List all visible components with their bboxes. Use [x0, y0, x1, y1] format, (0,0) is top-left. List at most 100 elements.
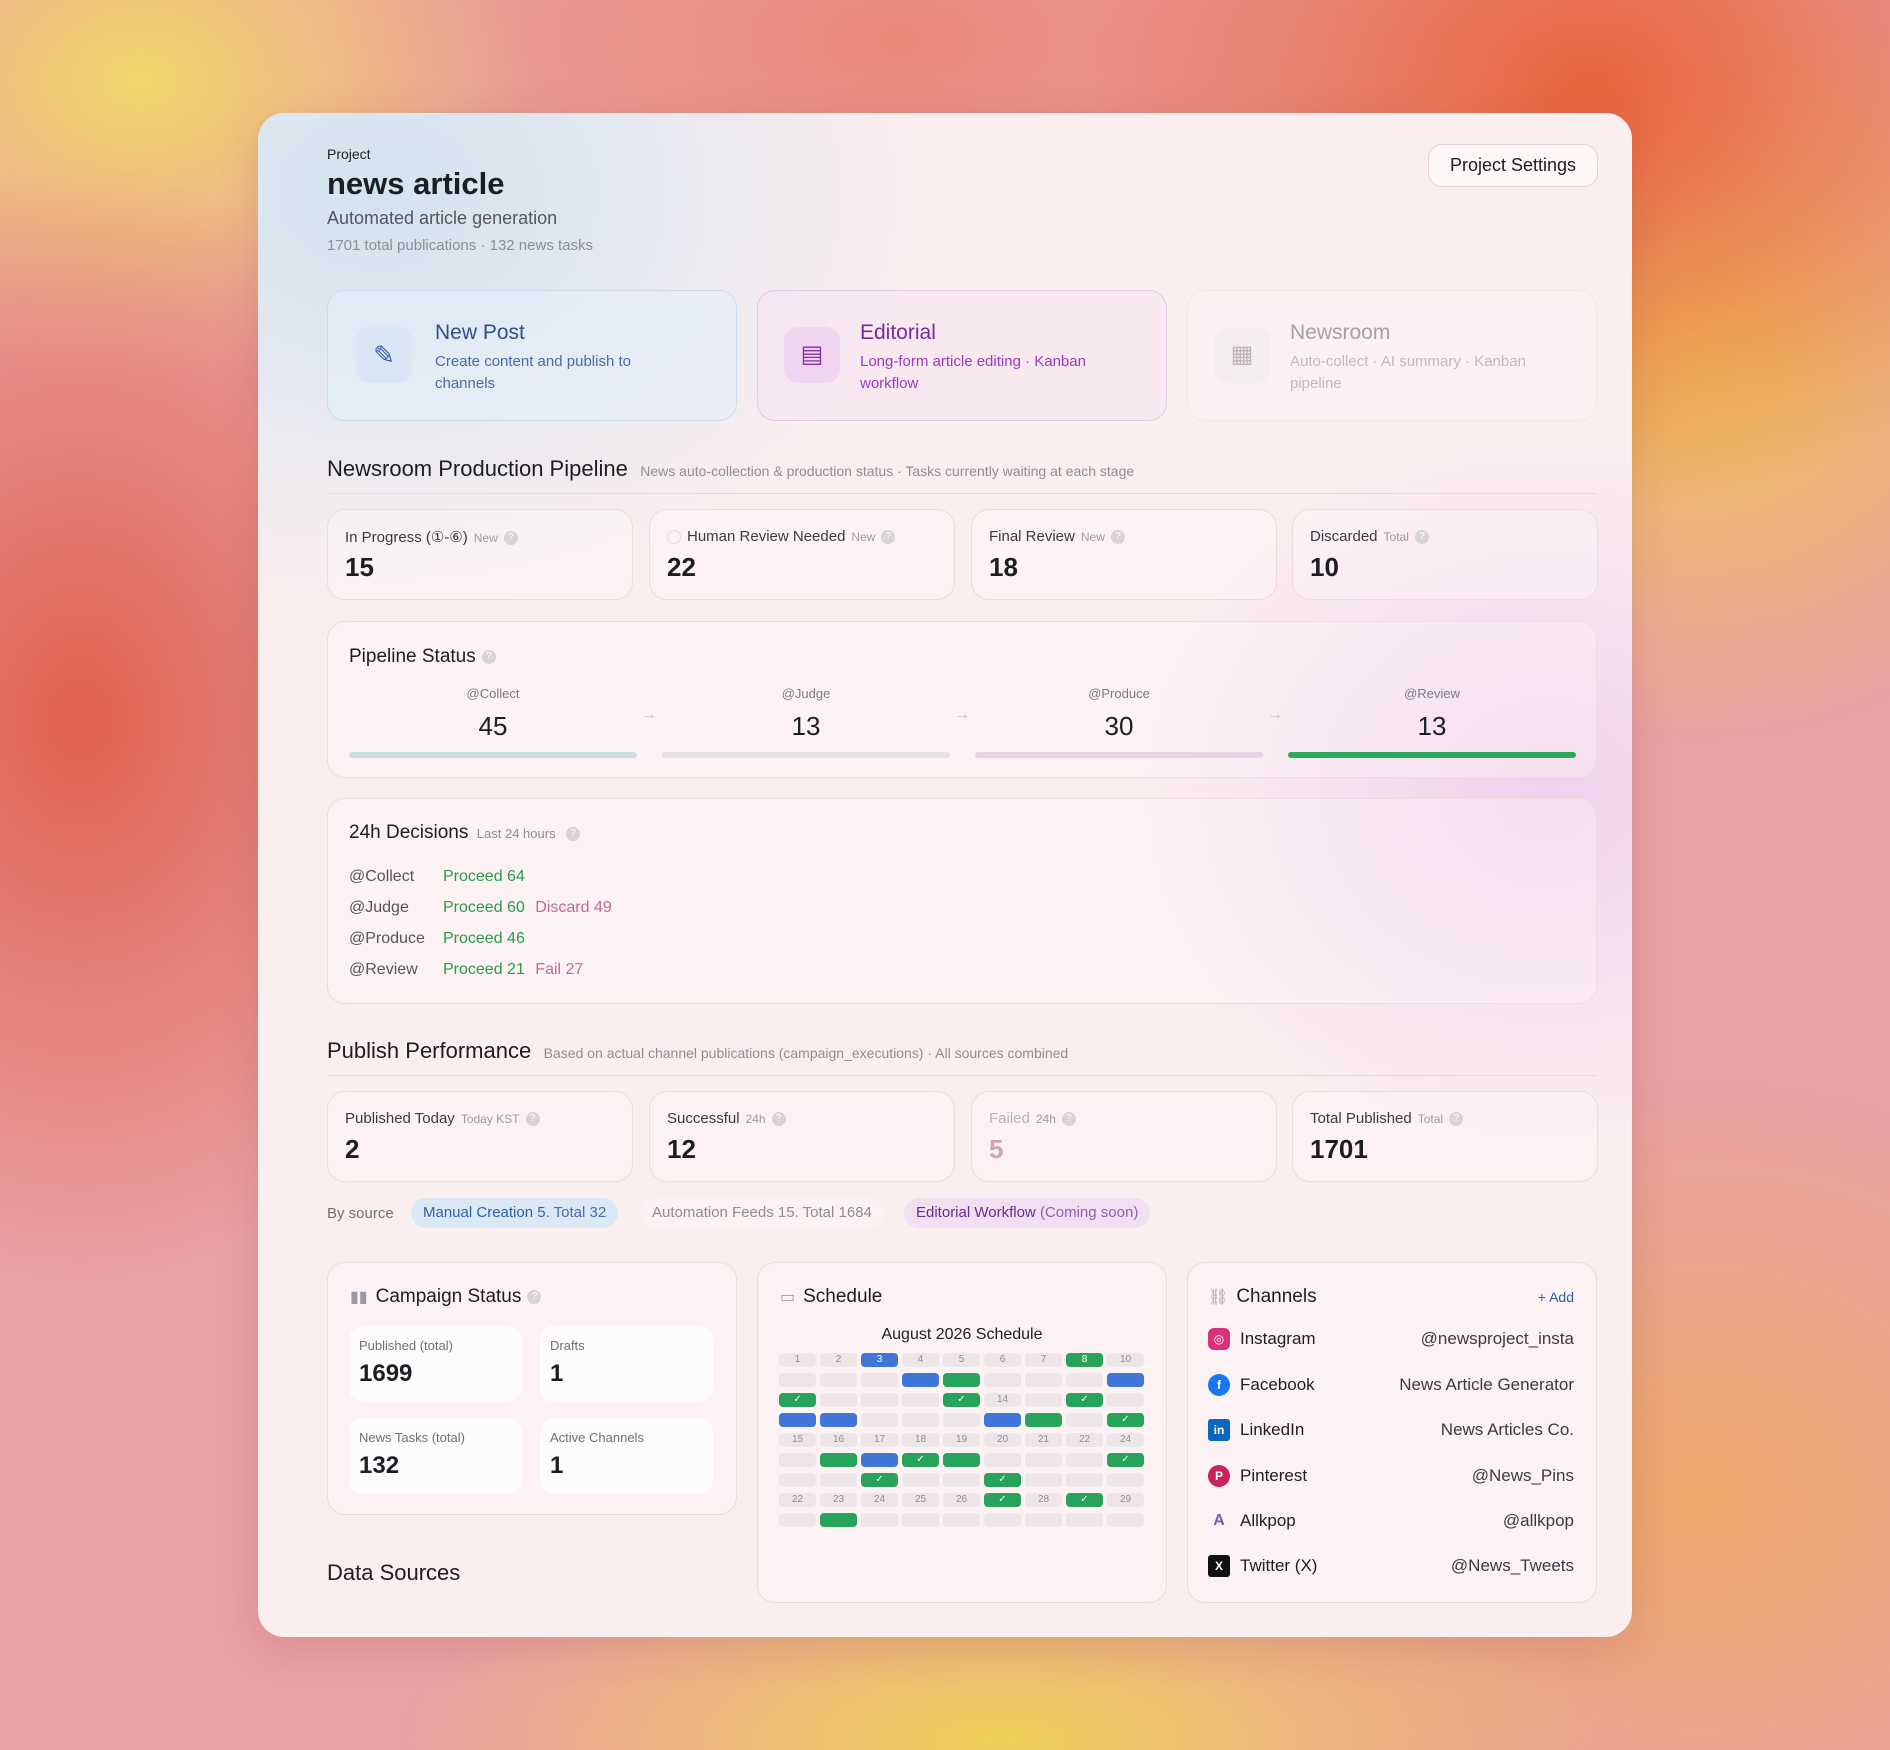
calendar-day[interactable]: 19	[943, 1433, 980, 1447]
newsroom-card[interactable]: ▦ Newsroom Auto-collect · AI summary · K…	[1187, 290, 1597, 421]
calendar-day[interactable]: 8	[1066, 1353, 1103, 1367]
calendar-day[interactable]	[943, 1373, 980, 1387]
calendar-day[interactable]	[902, 1473, 939, 1487]
calendar-day[interactable]: ✓	[1066, 1493, 1103, 1507]
calendar-day[interactable]: 24	[1107, 1433, 1144, 1447]
calendar-day[interactable]: 16	[820, 1433, 857, 1447]
calendar-day[interactable]	[1066, 1473, 1103, 1487]
calendar-day[interactable]: 15	[779, 1433, 816, 1447]
calendar-day[interactable]	[861, 1513, 898, 1527]
calendar-day[interactable]	[779, 1473, 816, 1487]
calendar-day[interactable]: 22	[1066, 1433, 1103, 1447]
calendar-day[interactable]	[779, 1373, 816, 1387]
new-post-card[interactable]: ✎ New Post Create content and publish to…	[327, 290, 737, 421]
calendar-day[interactable]: 25	[902, 1493, 939, 1507]
source-chip-automation[interactable]: Automation Feeds 15. Total 1684	[640, 1198, 884, 1228]
calendar-day[interactable]: 20	[984, 1433, 1021, 1447]
calendar-day[interactable]: 23	[820, 1493, 857, 1507]
calendar-day[interactable]	[1066, 1373, 1103, 1387]
editorial-card[interactable]: ▤ Editorial Long-form article editing · …	[757, 290, 1167, 421]
calendar-day[interactable]: 1	[779, 1353, 816, 1367]
channel-row[interactable]: in LinkedIn News Articles Co.	[1208, 1418, 1574, 1444]
calendar-day[interactable]	[820, 1413, 857, 1427]
calendar-day[interactable]	[1025, 1413, 1062, 1427]
calendar-day[interactable]: 14	[984, 1393, 1021, 1407]
calendar-day[interactable]	[943, 1453, 980, 1467]
calendar-grid[interactable]: 1 2 3 4 5 6 7 8 10 ✓ ✓ 14 ✓ ✓ 15 16 17 18 19 20 21 22 24 ✓ ✓ ✓ ✓ 22…	[779, 1353, 1149, 1553]
help-icon[interactable]: ?	[481, 649, 496, 664]
calendar-day[interactable]	[943, 1513, 980, 1527]
help-icon[interactable]: ?	[525, 1111, 540, 1126]
calendar-day[interactable]: 3	[861, 1353, 898, 1367]
calendar-day[interactable]	[902, 1513, 939, 1527]
calendar-day[interactable]	[1107, 1373, 1144, 1387]
calendar-day[interactable]	[984, 1513, 1021, 1527]
calendar-day[interactable]: 17	[861, 1433, 898, 1447]
calendar-day[interactable]: ✓	[984, 1473, 1021, 1487]
calendar-day[interactable]: 29	[1107, 1493, 1144, 1507]
help-icon[interactable]: ?	[527, 1289, 542, 1304]
help-icon[interactable]: ?	[503, 530, 518, 545]
calendar-day[interactable]	[779, 1413, 816, 1427]
calendar-day[interactable]	[820, 1393, 857, 1407]
channel-row[interactable]: A Allkpop @allkpop	[1208, 1509, 1574, 1535]
help-icon[interactable]: ?	[1110, 529, 1125, 544]
calendar-day[interactable]: 6	[984, 1353, 1021, 1367]
calendar-day[interactable]	[1107, 1473, 1144, 1487]
calendar-day[interactable]: 21	[1025, 1433, 1062, 1447]
channel-row[interactable]: ◎ Instagram @newsproject_insta	[1208, 1327, 1574, 1353]
calendar-day[interactable]	[779, 1513, 816, 1527]
calendar-day[interactable]	[861, 1393, 898, 1407]
calendar-day[interactable]: ✓	[1107, 1453, 1144, 1467]
add-channel-button[interactable]: + Add	[1537, 1289, 1574, 1305]
calendar-day[interactable]: 26	[943, 1493, 980, 1507]
calendar-day[interactable]	[1066, 1513, 1103, 1527]
channel-row[interactable]: f Facebook News Article Generator	[1208, 1373, 1574, 1399]
stage-judge[interactable]: @Judge 13	[662, 686, 950, 758]
source-chip-editorial[interactable]: Editorial Workflow (Coming soon)	[904, 1198, 1151, 1228]
channel-row[interactable]: P Pinterest @News_Pins	[1208, 1464, 1574, 1490]
calendar-day[interactable]	[902, 1393, 939, 1407]
stage-produce[interactable]: @Produce 30	[975, 686, 1263, 758]
calendar-day[interactable]	[1066, 1413, 1103, 1427]
calendar-day[interactable]	[861, 1373, 898, 1387]
calendar-day[interactable]	[984, 1453, 1021, 1467]
help-icon[interactable]: ?	[771, 1111, 786, 1126]
source-chip-manual[interactable]: Manual Creation 5. Total 32	[411, 1198, 619, 1228]
calendar-day[interactable]: 7	[1025, 1353, 1062, 1367]
calendar-day[interactable]	[1107, 1513, 1144, 1527]
channel-row[interactable]: X Twitter (X) @News_Tweets	[1208, 1554, 1574, 1580]
calendar-day[interactable]: ✓	[861, 1473, 898, 1487]
stage-collect[interactable]: @Collect 45	[349, 686, 637, 758]
calendar-day[interactable]	[820, 1513, 857, 1527]
calendar-day[interactable]: 24	[861, 1493, 898, 1507]
calendar-day[interactable]	[1107, 1393, 1144, 1407]
help-icon[interactable]: ?	[881, 529, 896, 544]
calendar-day[interactable]	[1066, 1453, 1103, 1467]
calendar-day[interactable]	[861, 1453, 898, 1467]
calendar-day[interactable]	[861, 1413, 898, 1427]
calendar-day[interactable]: 4	[902, 1353, 939, 1367]
calendar-day[interactable]	[820, 1373, 857, 1387]
help-icon[interactable]: ?	[1061, 1111, 1076, 1126]
calendar-day[interactable]	[820, 1453, 857, 1467]
calendar-day[interactable]	[1025, 1453, 1062, 1467]
calendar-day[interactable]: ✓	[779, 1393, 816, 1407]
calendar-day[interactable]	[1025, 1513, 1062, 1527]
calendar-day[interactable]: ✓	[1066, 1393, 1103, 1407]
calendar-day[interactable]: 5	[943, 1353, 980, 1367]
calendar-day[interactable]: ✓	[902, 1453, 939, 1467]
calendar-day[interactable]	[1025, 1373, 1062, 1387]
calendar-day[interactable]	[943, 1473, 980, 1487]
project-settings-button[interactable]: Project Settings	[1428, 144, 1598, 187]
stage-review[interactable]: @Review 13	[1288, 686, 1576, 758]
calendar-day[interactable]	[779, 1453, 816, 1467]
calendar-day[interactable]: ✓	[943, 1393, 980, 1407]
calendar-day[interactable]: 28	[1025, 1493, 1062, 1507]
calendar-day[interactable]	[984, 1373, 1021, 1387]
help-icon[interactable]: ?	[1414, 529, 1429, 544]
calendar-day[interactable]	[1025, 1473, 1062, 1487]
calendar-day[interactable]	[902, 1373, 939, 1387]
calendar-day[interactable]: 2	[820, 1353, 857, 1367]
calendar-day[interactable]	[1025, 1393, 1062, 1407]
